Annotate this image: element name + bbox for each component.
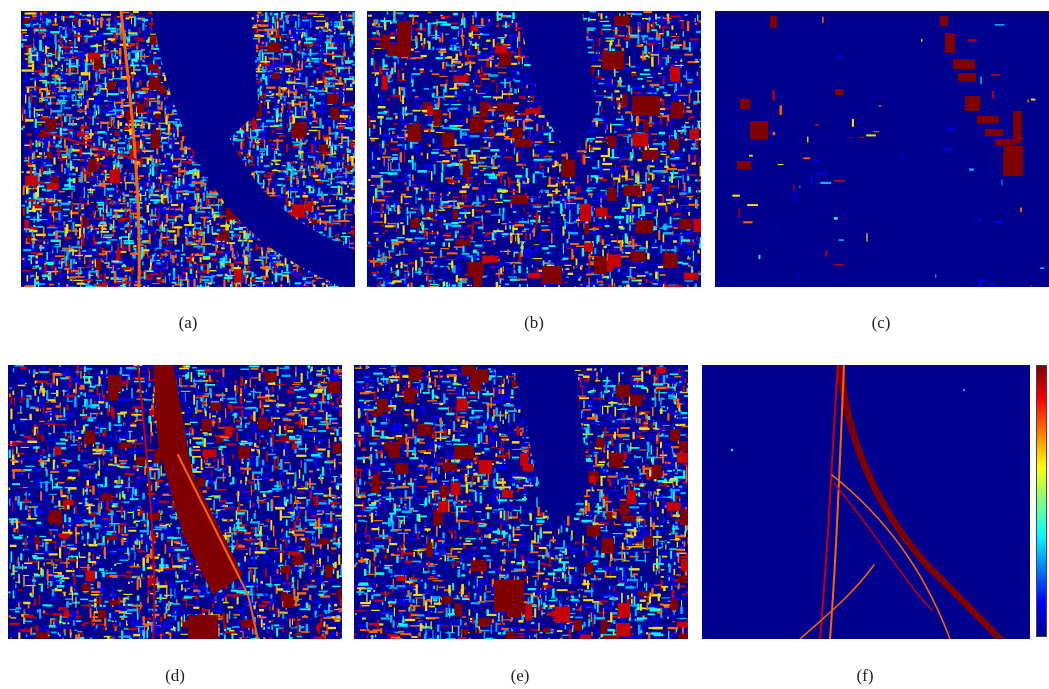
panel-e-svg <box>354 365 688 639</box>
panel-b-svg <box>367 11 701 287</box>
panel-a-image <box>21 11 355 287</box>
caption-b: (b) <box>524 313 544 332</box>
panel-d-svg <box>8 365 342 639</box>
panel-b-image <box>367 11 701 287</box>
caption-d: (d) <box>165 666 185 685</box>
panel-c-image <box>715 11 1049 287</box>
caption-e: (e) <box>510 666 530 685</box>
jet-colorbar <box>1036 365 1047 637</box>
caption-a: (a) <box>178 313 198 332</box>
panel-c-svg <box>732 16 1045 287</box>
panel-e-image <box>354 365 688 639</box>
caption-f: (f) <box>856 666 874 685</box>
panel-f-image <box>702 365 1030 639</box>
caption-c: (c) <box>871 313 891 332</box>
panel-d-image <box>8 365 342 639</box>
panel-f-svg <box>730 365 1004 639</box>
panel-a-svg <box>21 11 355 287</box>
